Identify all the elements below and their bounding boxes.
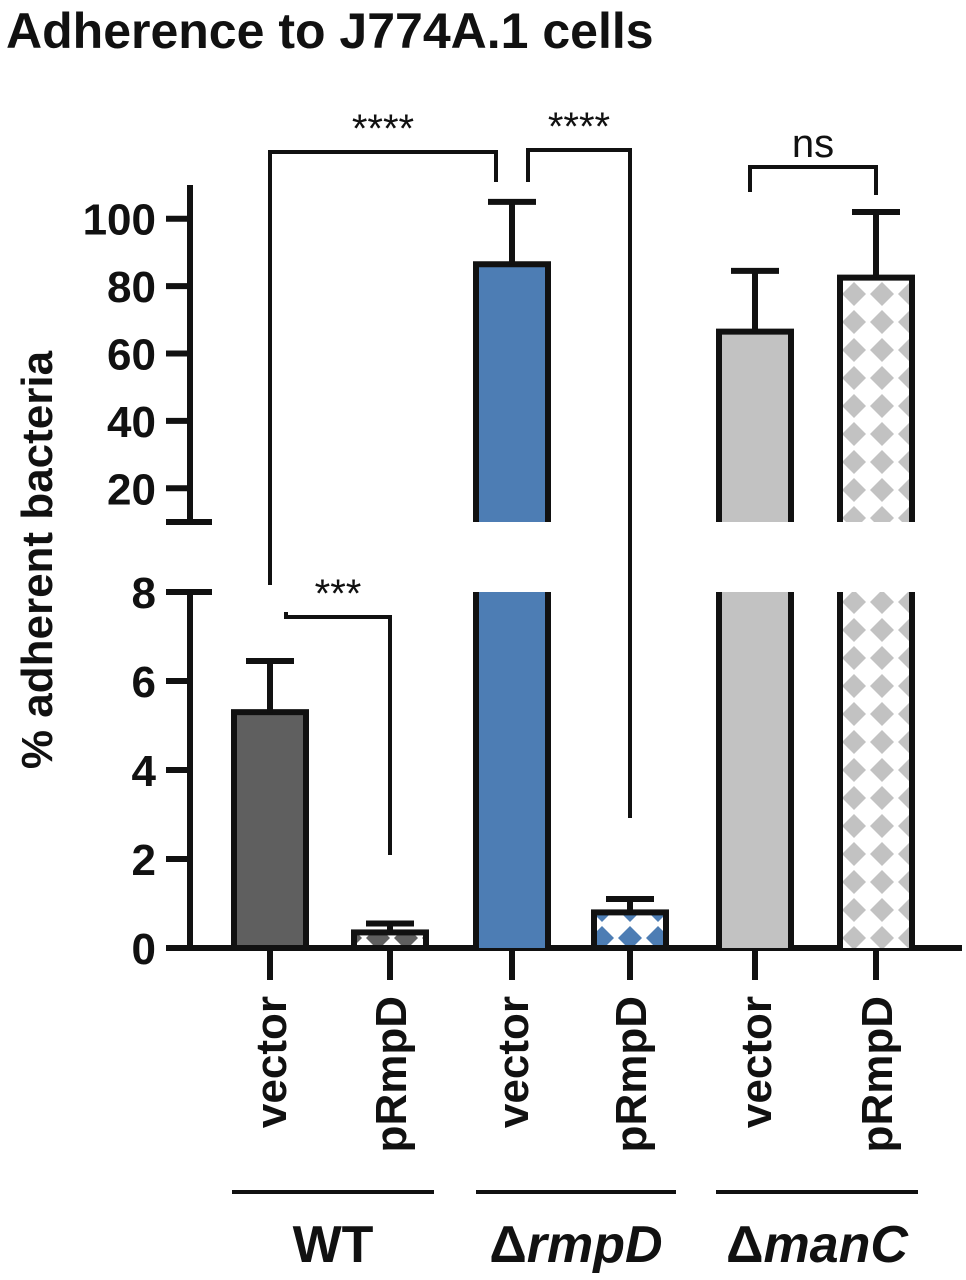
- y-tick-label: 2: [132, 836, 156, 885]
- bar-lower-fill: [840, 592, 912, 948]
- error-bars: [246, 198, 900, 933]
- bracket-line: [268, 150, 498, 585]
- group-name: manC: [763, 1216, 909, 1274]
- significance-bracket: ****: [268, 107, 498, 585]
- bar-lower-fill: [719, 592, 791, 948]
- delta-symbol: Δ: [489, 1216, 526, 1274]
- bar: [716, 328, 794, 948]
- bar-lower-fill: [476, 592, 548, 948]
- chart-title: Adherence to J774A.1 cells: [6, 3, 654, 59]
- axes: 0 2 4 6 8 20 40 60 80 100: [83, 185, 962, 980]
- significance-label: ****: [548, 105, 610, 149]
- group-labels: WT ΔrmpD ΔmanC: [232, 1190, 918, 1274]
- y-tick-label: 8: [132, 569, 156, 618]
- bar: [591, 909, 669, 952]
- x-tick-label: vector: [247, 996, 296, 1128]
- bracket-line: [748, 165, 878, 195]
- y-axis-label: % adherent bacteria: [13, 350, 62, 769]
- y-tick-label: 0: [132, 925, 156, 974]
- bar-upper-fill: [719, 331, 791, 522]
- bar: [473, 261, 551, 948]
- bracket-line: [284, 612, 392, 855]
- bar-upper-fill: [476, 264, 548, 522]
- y-tick-label: 4: [132, 747, 157, 796]
- y-tick-label: 40: [107, 398, 156, 447]
- significance-label: ***: [315, 572, 362, 616]
- significance-bracket: ****: [526, 105, 632, 818]
- significance-label: ****: [352, 107, 414, 151]
- y-tick-label: 80: [107, 263, 156, 312]
- y-tick-label: 20: [107, 465, 156, 514]
- y-tick-label: 60: [107, 331, 156, 380]
- bar-fill: [591, 909, 669, 952]
- bar: [231, 709, 309, 952]
- bars: [231, 261, 915, 952]
- x-tick-label: pRmpD: [607, 996, 656, 1152]
- bar: [837, 274, 915, 948]
- error-bar: [852, 208, 900, 278]
- x-tick-label: vector: [489, 996, 538, 1128]
- bar: [351, 929, 429, 951]
- group-label: ΔmanC: [726, 1216, 909, 1274]
- x-tick-label: pRmpD: [853, 996, 902, 1152]
- significance-brackets: ******* **** ns: [268, 105, 878, 855]
- error-bar: [606, 896, 654, 913]
- x-axis-labels: vector pRmpD vector pRmpD vector pRmpD: [247, 996, 902, 1152]
- bar-fill: [231, 709, 309, 952]
- group-name: rmpD: [527, 1216, 663, 1274]
- bracket-line: [526, 148, 632, 818]
- group-label: WT: [293, 1216, 374, 1274]
- error-bar: [731, 267, 779, 332]
- delta-symbol: Δ: [726, 1216, 763, 1274]
- significance-label: ns: [792, 122, 834, 166]
- bar-upper-fill: [840, 277, 912, 522]
- significance-bracket: ns: [748, 122, 878, 195]
- error-bar: [488, 198, 536, 265]
- error-bar: [366, 920, 414, 933]
- group-label: ΔrmpD: [489, 1216, 662, 1274]
- significance-bracket: ***: [284, 572, 392, 855]
- x-tick-label: pRmpD: [367, 996, 416, 1152]
- bar-fill: [351, 929, 429, 951]
- y-tick-label: 100: [83, 196, 156, 245]
- x-tick-label: vector: [732, 996, 781, 1128]
- y-tick-label: 6: [132, 658, 156, 707]
- error-bar: [246, 657, 294, 713]
